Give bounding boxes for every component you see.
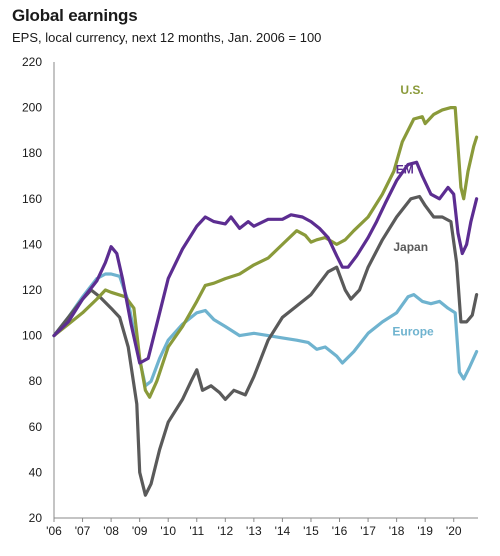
y-tick-label: 160 — [22, 192, 42, 206]
x-tick-label: '11 — [189, 524, 204, 538]
series-label-japan: Japan — [393, 240, 428, 254]
y-tick-label: 180 — [22, 146, 42, 160]
x-tick-label: '06 — [46, 524, 62, 538]
y-tick-label: 20 — [29, 511, 43, 525]
series-label-europe: Europe — [392, 325, 434, 339]
series-line-us — [52, 106, 479, 399]
x-tick-label: '12 — [217, 524, 233, 538]
x-tick-label: '18 — [389, 524, 405, 538]
x-tick-label: '15 — [303, 524, 319, 538]
series-line-em — [52, 160, 479, 365]
chart-axes: 20 40 60 80 100 120 140 160 180 200 220 '06 '07 '08 '0… — [22, 55, 478, 538]
y-tick-label: 40 — [29, 465, 43, 479]
chart-subtitle: EPS, local currency, next 12 months, Jan… — [12, 30, 322, 45]
series-line-japan — [52, 194, 479, 497]
y-tick-label: 120 — [22, 283, 42, 297]
y-tick-label: 60 — [29, 420, 43, 434]
series-label-us: U.S. — [400, 83, 423, 97]
series-label-em: EM — [396, 163, 414, 177]
x-tick-label: '07 — [75, 524, 91, 538]
series-layer — [52, 106, 479, 497]
x-tick-label: '16 — [332, 524, 348, 538]
y-tick-label: 100 — [22, 329, 42, 343]
x-tick-label: '09 — [132, 524, 148, 538]
series-labels: U.S. EM Japan Europe — [392, 83, 434, 339]
x-tick-label: '19 — [417, 524, 433, 538]
chart-title: Global earnings — [12, 6, 138, 25]
y-tick-label: 80 — [29, 374, 43, 388]
x-tick-label: '13 — [246, 524, 262, 538]
x-tick-label: '20 — [446, 524, 462, 538]
y-tick-label: 200 — [22, 101, 42, 115]
y-tick-label: 220 — [22, 55, 42, 69]
x-tick-label: '10 — [160, 524, 176, 538]
x-tick-label: '14 — [275, 524, 291, 538]
y-tick-label: 140 — [22, 237, 42, 251]
x-tick-label: '17 — [360, 524, 376, 538]
x-tick-label: '08 — [103, 524, 119, 538]
